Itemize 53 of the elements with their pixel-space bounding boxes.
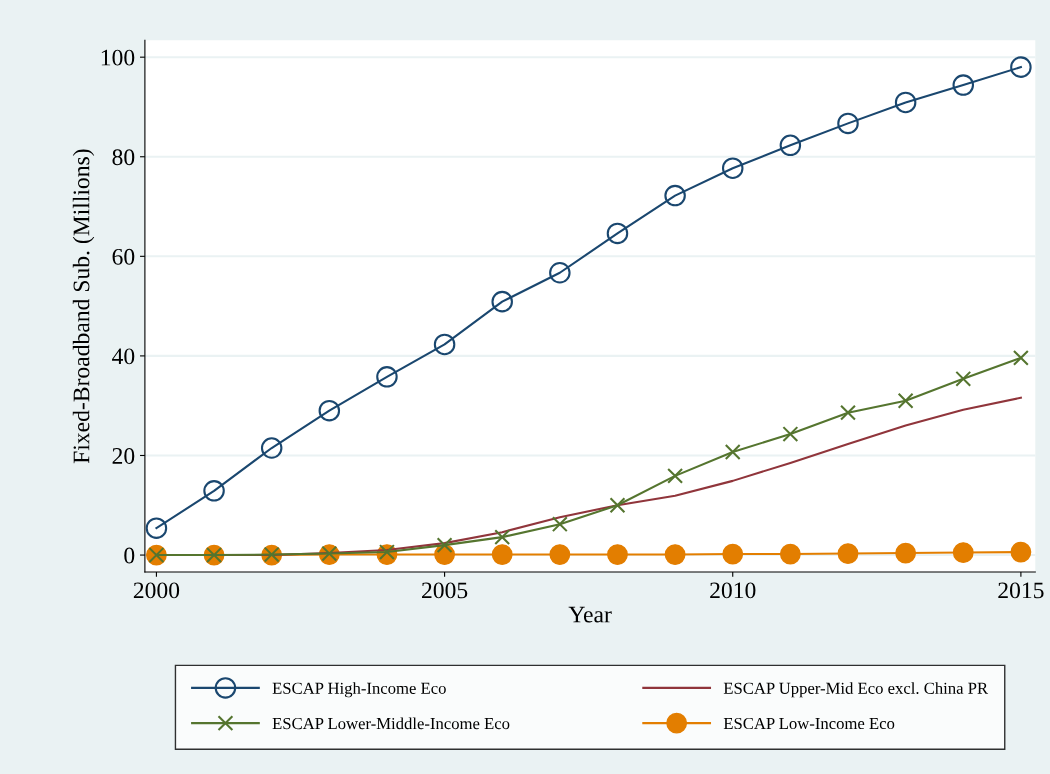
point [549, 262, 571, 284]
point [955, 370, 972, 387]
y-tick-label: 40 [112, 348, 135, 365]
point [1010, 541, 1032, 563]
point [722, 543, 744, 565]
point [837, 543, 859, 564]
legend-label: ESCAP Low-Income Eco [723, 717, 895, 730]
point [667, 467, 684, 484]
point [782, 426, 799, 443]
point [840, 404, 856, 421]
y-tick-label: 60 [112, 248, 135, 265]
point [607, 544, 628, 565]
point [549, 544, 571, 565]
point [494, 529, 511, 546]
y-tick-label: 20 [112, 447, 135, 464]
legend-label: ESCAP High-Income Eco [272, 682, 446, 698]
legend-label: ESCAP Lower-Middle-Income Eco [272, 717, 510, 730]
x-tick-label: 2010 [710, 582, 756, 599]
point [837, 112, 859, 135]
point [897, 392, 914, 409]
point [894, 91, 917, 114]
point [779, 543, 801, 565]
point [779, 134, 802, 157]
point [724, 444, 741, 460]
x-tick-label: 2005 [422, 582, 468, 599]
x-axis-title: Year [568, 606, 612, 623]
point [609, 497, 626, 514]
point [433, 333, 456, 356]
point [606, 222, 629, 245]
y-tick-label: 0 [124, 547, 135, 564]
point [491, 544, 513, 565]
point [1010, 56, 1032, 78]
y-tick-label: 100 [101, 49, 135, 66]
point [952, 542, 974, 563]
point [318, 399, 341, 422]
point [721, 157, 744, 179]
point [551, 516, 568, 533]
point [145, 517, 168, 539]
point [436, 537, 453, 554]
x-tick-label: 2015 [998, 582, 1044, 599]
point [1012, 349, 1029, 366]
y-tick-label: 80 [112, 149, 135, 166]
point [664, 544, 686, 565]
point [491, 290, 513, 313]
point [952, 74, 975, 96]
point [376, 366, 398, 388]
point [203, 480, 225, 502]
legend-label: ESCAP Upper-Mid Eco excl. China PR [723, 682, 989, 698]
point [260, 437, 283, 459]
point [895, 542, 917, 564]
point [664, 184, 686, 207]
x-tick-label: 2000 [133, 582, 180, 599]
y-axis-title: Fixed-Broadband Sub. (Millions) [72, 149, 95, 464]
